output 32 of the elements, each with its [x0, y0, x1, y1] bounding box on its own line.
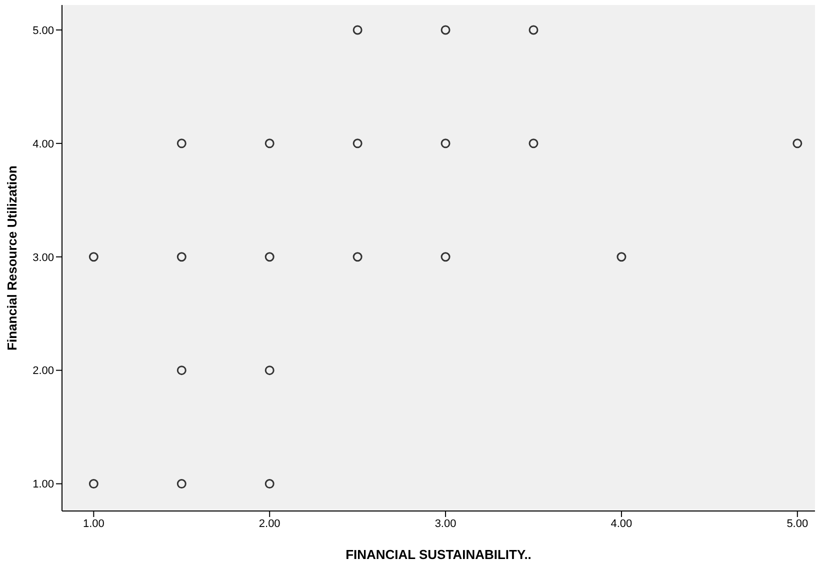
point: [440, 25, 450, 35]
x-tick-label: 5.00: [786, 518, 808, 530]
point: [264, 138, 274, 148]
y-tick-label: 1.00: [32, 478, 54, 491]
point: [528, 138, 538, 148]
point: [176, 138, 186, 148]
point: [88, 252, 98, 262]
y-tick-label: 3.00: [32, 252, 54, 264]
x-tick-label: 2.00: [258, 518, 280, 530]
point: [352, 252, 362, 262]
y-tick-label: 5.00: [32, 24, 54, 37]
point: [88, 479, 98, 489]
point: [176, 366, 186, 376]
point: [176, 479, 186, 489]
point: [264, 479, 274, 489]
y-axis-title: Financial Resource Utilization: [4, 165, 20, 350]
point: [440, 252, 450, 262]
point: [352, 138, 362, 148]
point: [264, 252, 274, 262]
point: [264, 366, 274, 376]
y-tick-label: 2.00: [32, 365, 54, 378]
point: [528, 25, 538, 35]
point: [440, 138, 450, 148]
x-tick-label: 1.00: [82, 518, 104, 530]
point: [792, 138, 802, 148]
y-tick-label: 4.00: [32, 138, 54, 150]
point: [616, 252, 626, 262]
x-tick-label: 3.00: [434, 518, 456, 530]
x-axis-title: FINANCIAL SUSTAINABILITY..: [346, 547, 532, 562]
point: [176, 252, 186, 262]
point: [352, 25, 362, 35]
x-tick-label: 4.00: [610, 518, 632, 530]
